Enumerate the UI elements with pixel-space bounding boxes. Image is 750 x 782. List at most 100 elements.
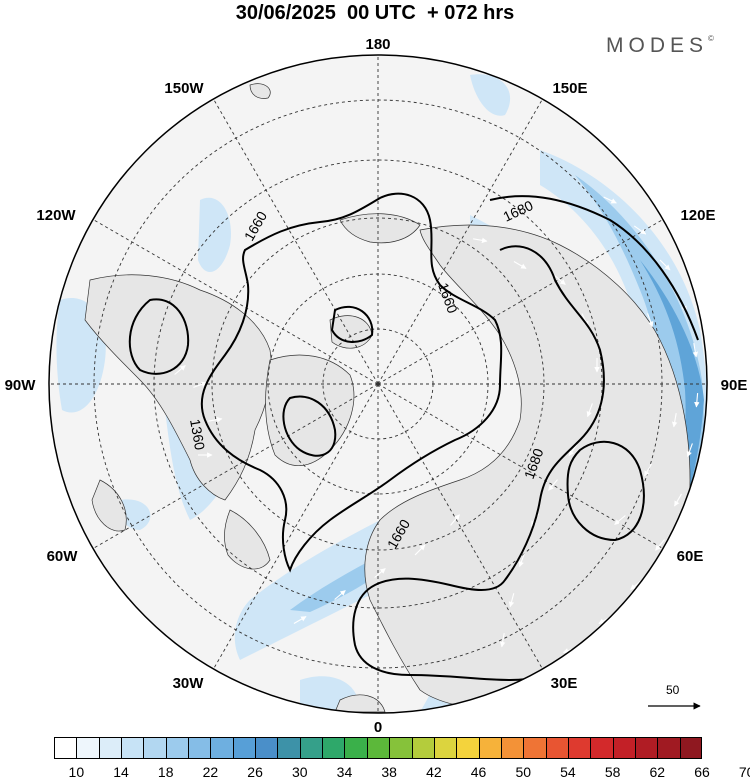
colorbar-swatch — [366, 737, 390, 759]
longitude-labels: 180 150E 120E 90E 60E 30E 0 30W 60W 90W … — [5, 36, 748, 736]
wind-vector — [208, 416, 223, 423]
colorbar — [54, 737, 703, 759]
wind-vector — [647, 313, 654, 328]
colorbar-swatch — [143, 737, 167, 759]
wind-vector — [414, 544, 426, 556]
lon-label-60w: 60W — [47, 548, 79, 565]
lon-label-90e: 90E — [721, 377, 748, 394]
colorbar-swatch — [545, 737, 569, 759]
colorbar-tick-label: 38 — [381, 764, 397, 780]
meridian-line — [213, 98, 379, 385]
colorbar-swatch — [590, 737, 614, 759]
colorbar-tick-label: 10 — [68, 764, 85, 780]
wind-vector — [694, 392, 700, 408]
meridian-line — [92, 383, 379, 549]
lon-label-120e: 120E — [680, 207, 715, 224]
colorbar-tick-label: 30 — [291, 764, 308, 780]
map-title: 30/06/2025 00 UTC + 072 hrs — [235, 2, 515, 24]
lon-label-30w: 30W — [173, 675, 205, 692]
wind-vector — [603, 196, 617, 204]
colorbar-swatch — [232, 737, 256, 759]
meridian-line — [213, 383, 379, 670]
colorbar-tick-label: 22 — [202, 764, 219, 780]
colorbar-swatch — [54, 737, 77, 759]
colorbar-tick-label: 62 — [649, 764, 666, 780]
colorbar-tick-label: 58 — [604, 764, 621, 780]
lon-label-180: 180 — [365, 36, 390, 53]
coastlines — [84, 83, 691, 713]
lon-label-30e: 30E — [551, 675, 578, 692]
colorbar-swatch — [344, 737, 368, 759]
meridian-line — [377, 383, 664, 549]
wind-vector — [548, 479, 558, 491]
colorbar-swatch — [657, 737, 681, 759]
meridians — [49, 55, 707, 713]
map-boundary — [48, 54, 708, 714]
meridian-line — [377, 98, 543, 385]
colorbar-swatch — [389, 737, 413, 759]
wind-vector — [644, 463, 652, 477]
colorbar-swatch — [478, 737, 502, 759]
colorbar-swatch — [76, 737, 100, 759]
colorbar-tick-label: 18 — [157, 764, 174, 780]
wind-vector — [692, 343, 699, 358]
wind-vector — [450, 514, 460, 526]
wind-vector — [374, 568, 386, 578]
colorbar-swatch — [612, 737, 636, 759]
colorbar-swatch — [299, 737, 323, 759]
wind-vector — [655, 539, 665, 551]
wind-vector — [174, 365, 186, 375]
contour-label: 1360 — [187, 418, 208, 452]
colorbar-tick-label: 26 — [247, 764, 263, 780]
colorbar-tick-label: 54 — [560, 764, 576, 780]
colorbar-swatch — [98, 737, 122, 759]
colorbar-swatch — [411, 737, 435, 759]
lon-label-120w: 120W — [36, 207, 76, 224]
brand-text: MODES — [606, 34, 709, 57]
wind-vector — [671, 413, 678, 428]
colorbar-swatch — [277, 737, 301, 759]
wind-vector — [508, 593, 515, 608]
colorbar-tick-label: 70 — [738, 764, 750, 780]
wind-vector — [586, 403, 593, 418]
colorbar-swatch — [523, 737, 547, 759]
colorbar-swatch — [433, 737, 457, 759]
colorbar-swatch — [210, 737, 234, 759]
wind-vectors — [174, 196, 700, 654]
wind-vector — [334, 590, 346, 600]
colorbar-swatch — [322, 737, 345, 759]
colorbar-tick-label: 46 — [470, 764, 487, 780]
colorbar-swatch — [188, 737, 211, 759]
colorbar-swatch — [567, 737, 591, 759]
copyright-mark: © — [708, 34, 714, 43]
wind-vector — [674, 493, 682, 507]
lon-label-150w: 150W — [164, 80, 204, 97]
colorbar-tick-label: 66 — [694, 764, 710, 780]
modes-logo: MODES© — [606, 34, 714, 58]
lon-label-90w: 90W — [5, 377, 37, 394]
colorbar-swatch — [679, 737, 703, 759]
colorbar-swatch — [500, 737, 524, 759]
colorbar-tick-label: 50 — [515, 764, 532, 780]
colorbar-tick-label: 42 — [426, 764, 442, 780]
colorbar-swatch — [456, 737, 480, 759]
wind-vector — [686, 443, 693, 458]
meridian-line — [377, 219, 664, 385]
colorbar-swatch — [634, 737, 658, 759]
wind-vector — [193, 381, 208, 388]
wind-vector — [293, 616, 307, 624]
wind-vector — [554, 275, 566, 285]
colorbar-swatch — [121, 737, 144, 759]
wind-vector — [513, 261, 527, 269]
wind-vector — [499, 633, 506, 648]
wind-vector — [518, 553, 525, 568]
meridian-line — [92, 219, 379, 385]
colorbar-swatch — [165, 737, 189, 759]
colorbar-tick-label: 14 — [113, 764, 129, 780]
lon-label-0: 0 — [374, 719, 382, 736]
colorbar-swatch — [255, 737, 278, 759]
vector-scale-label: 50 — [666, 683, 680, 697]
wind-vector — [473, 237, 488, 244]
wind-vector — [633, 225, 647, 235]
